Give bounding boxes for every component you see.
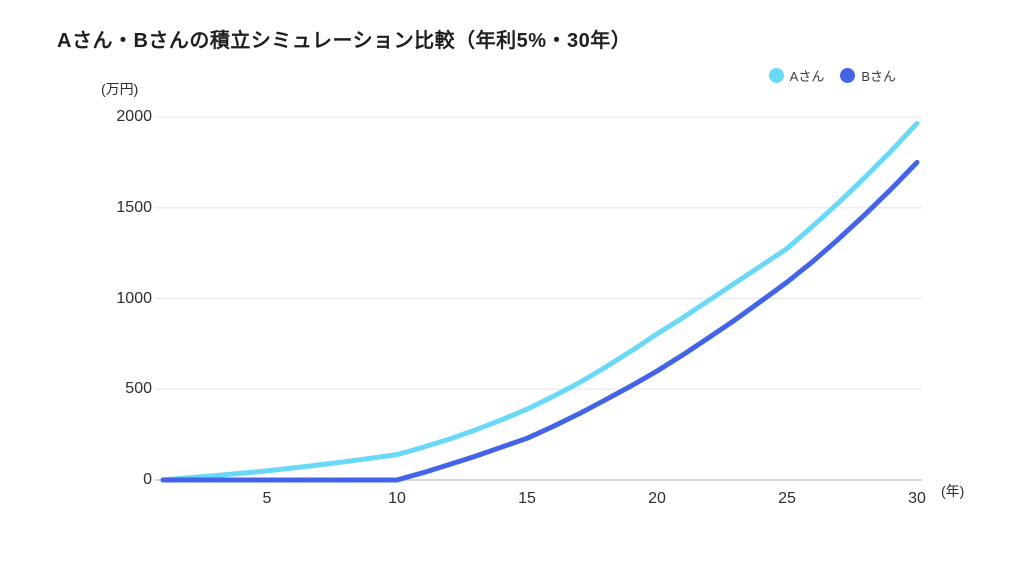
- x-tick-label: 30: [908, 490, 926, 507]
- legend-label: Bさん: [861, 69, 896, 84]
- legend-item-b: Bさん: [840, 66, 896, 85]
- x-tick-label: 10: [388, 490, 406, 507]
- y-tick-label: 500: [125, 380, 152, 398]
- series-line-b: [160, 159, 920, 483]
- y-tick-label: 2000: [116, 108, 152, 125]
- series-lines: [160, 120, 920, 483]
- x-tick-label: 15: [518, 490, 536, 507]
- x-axis-unit-label: (年): [941, 483, 965, 499]
- y-tick-label: 1500: [116, 198, 152, 216]
- chart-title: Aさん・Bさんの積立シミュレーション比較（年利5%・30年）: [57, 30, 632, 52]
- x-tick-label: 25: [778, 490, 796, 507]
- gridlines: [155, 116, 922, 481]
- series-line-a: [160, 120, 920, 483]
- y-tick-label: 1000: [116, 289, 152, 307]
- y-axis-unit-label: (万円): [101, 81, 139, 97]
- x-tick-label: 20: [648, 490, 666, 507]
- legend-swatch-icon: [768, 68, 784, 83]
- legend: Aさん Bさん: [768, 66, 896, 85]
- legend-swatch-icon: [840, 68, 856, 83]
- x-tick-label: 5: [262, 490, 272, 507]
- legend-label: Aさん: [789, 69, 825, 84]
- y-tick-label: 0: [143, 471, 152, 488]
- legend-item-a: Aさん: [768, 66, 825, 85]
